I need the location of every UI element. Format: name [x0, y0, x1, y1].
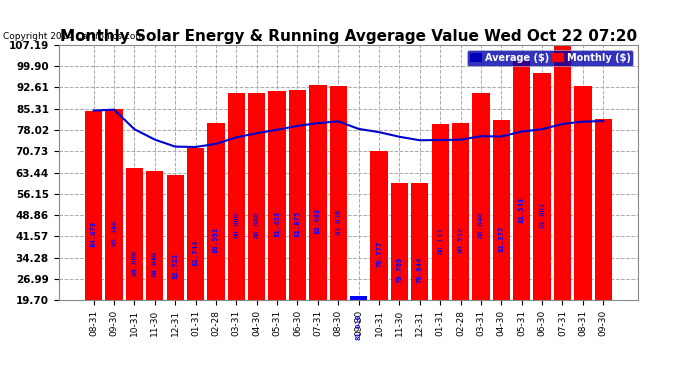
Bar [248, 93, 266, 357]
Title: Monthly Solar Energy & Running Avgerage Value Wed Oct 22 07:20: Monthly Solar Energy & Running Avgerage … [60, 29, 637, 44]
Text: 79.769: 79.769 [397, 257, 402, 284]
Text: 85.340: 85.340 [111, 220, 117, 246]
Bar [106, 109, 123, 357]
Bar [391, 183, 408, 357]
Bar [411, 183, 428, 357]
Text: 79.777: 79.777 [376, 241, 382, 267]
Bar [187, 148, 204, 357]
Text: 81.875: 81.875 [295, 210, 300, 237]
Bar [289, 90, 306, 357]
Text: 82.722: 82.722 [172, 253, 178, 279]
Text: 80.133: 80.133 [437, 228, 443, 254]
Text: 84.678: 84.678 [90, 221, 97, 247]
Text: 80.591: 80.591 [213, 227, 219, 253]
Bar [472, 93, 490, 357]
Legend: Average ($), Monthly ($): Average ($), Monthly ($) [467, 50, 633, 66]
Text: 81.543: 81.543 [519, 196, 524, 223]
Text: 81.423: 81.423 [274, 211, 280, 237]
Text: 80.800: 80.800 [233, 212, 239, 238]
Text: 80.512: 80.512 [457, 227, 464, 253]
Bar [309, 85, 326, 357]
Bar [431, 124, 448, 357]
Text: 81.801: 81.801 [539, 202, 545, 228]
Bar [371, 151, 388, 357]
Text: 81.744: 81.744 [193, 240, 199, 266]
Text: 83.036: 83.036 [335, 209, 342, 235]
Bar [350, 296, 367, 357]
Bar [268, 91, 286, 357]
Bar [330, 86, 347, 357]
Bar [85, 111, 102, 357]
Text: 81.377: 81.377 [498, 226, 504, 252]
Bar [574, 86, 591, 357]
Bar [452, 123, 469, 357]
Bar [554, 45, 571, 357]
Text: 84.040: 84.040 [152, 251, 158, 277]
Bar [595, 119, 612, 357]
Text: 84.860: 84.860 [131, 250, 137, 276]
Bar [146, 171, 164, 357]
Bar [533, 73, 551, 357]
Bar [126, 168, 143, 357]
Bar [228, 93, 245, 357]
Bar [166, 175, 184, 357]
Bar [207, 123, 225, 357]
Text: 80.888: 80.888 [254, 212, 259, 238]
Text: 79.944: 79.944 [417, 257, 423, 283]
Text: Copyright 2014 Cartronics.com: Copyright 2014 Cartronics.com [3, 32, 145, 41]
Bar [513, 62, 531, 357]
Bar [493, 120, 510, 357]
Text: 83.463: 83.463 [315, 208, 321, 234]
Text: 81.010: 81.010 [355, 314, 362, 340]
Text: 80.840: 80.840 [478, 212, 484, 238]
